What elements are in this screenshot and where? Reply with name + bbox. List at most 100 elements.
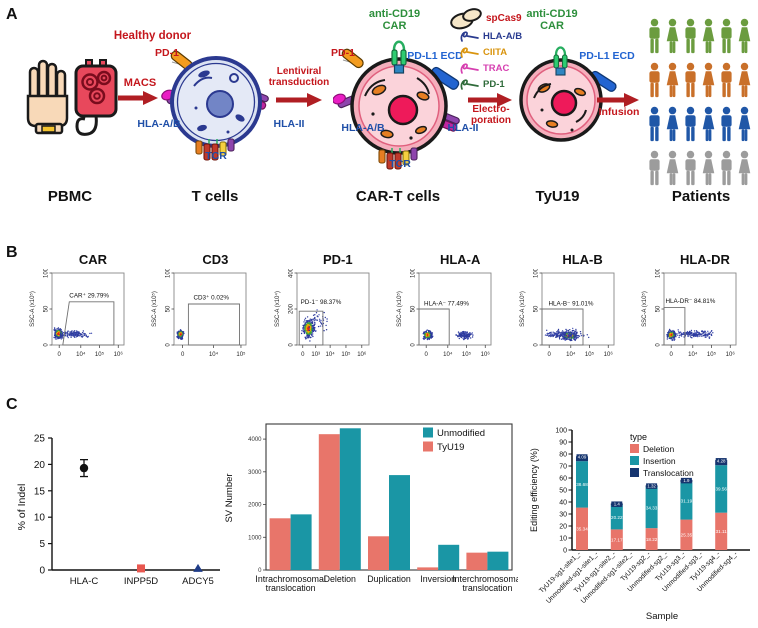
stack-segment xyxy=(576,461,588,508)
flow-plot-car: CAR SSC-A (x10⁵) 100 50 0 0 10⁴ 10⁵ 10⁶ CAR⁺ 29.7… xyxy=(26,252,140,366)
svg-text:10⁴: 10⁴ xyxy=(76,351,86,358)
sgrna-icon xyxy=(460,31,479,42)
svg-text:100: 100 xyxy=(533,269,539,278)
svg-text:18.22: 18.22 xyxy=(646,537,658,542)
svg-text:4000: 4000 xyxy=(248,437,262,443)
gate-annotation: PD-1⁻ 98.37% xyxy=(300,299,341,306)
car-t-car-label: CAR xyxy=(382,20,407,32)
person-icon xyxy=(649,18,660,54)
svg-text:INPP5D: INPP5D xyxy=(124,576,158,587)
stack-segment xyxy=(610,529,623,550)
data-point xyxy=(193,563,203,572)
svg-text:0: 0 xyxy=(669,352,673,358)
stack-segment xyxy=(610,505,623,530)
person-icon xyxy=(702,106,715,142)
svg-text:0: 0 xyxy=(166,343,172,347)
svg-text:Inversion: Inversion xyxy=(420,574,456,584)
svg-text:10⁶: 10⁶ xyxy=(726,351,736,358)
patients-row xyxy=(646,60,753,102)
svg-text:10⁴: 10⁴ xyxy=(566,351,576,358)
legend-swatch xyxy=(423,441,433,452)
svg-text:Deletion: Deletion xyxy=(643,444,674,454)
tcr-receptor-icon xyxy=(195,138,235,161)
car-t-hla-ii-label: HLA-II xyxy=(447,122,479,134)
svg-text:400: 400 xyxy=(288,269,294,278)
flow-plot-canvas: SSC-A (x10⁵) 100 50 0 0 10⁴ 10⁵ 10⁶ HLA-DR⁻ 84.8… xyxy=(641,267,737,358)
person-icon xyxy=(666,62,679,98)
stack-segment xyxy=(680,519,693,550)
svg-text:15: 15 xyxy=(34,486,46,497)
car-receptor-icon xyxy=(553,46,568,76)
scatter-dots xyxy=(544,327,589,342)
svg-text:100: 100 xyxy=(411,269,417,278)
svg-text:10⁵: 10⁵ xyxy=(707,351,717,358)
legend-swatch xyxy=(630,444,639,453)
svg-text:0: 0 xyxy=(563,548,567,555)
svg-text:SSC-A (x10⁵): SSC-A (x10⁵) xyxy=(29,291,36,327)
svg-text:10⁶: 10⁶ xyxy=(114,351,124,358)
svg-text:10⁶: 10⁶ xyxy=(603,351,613,358)
sv-bar xyxy=(318,434,340,570)
sv-bar xyxy=(417,567,439,570)
svg-text:10⁴: 10⁴ xyxy=(209,351,219,358)
svg-text:50: 50 xyxy=(559,488,567,495)
electroporation-label-2: poration xyxy=(471,115,511,126)
sgrna-icon xyxy=(460,63,479,74)
stack-segment xyxy=(576,507,588,550)
svg-text:4.28: 4.28 xyxy=(717,458,726,463)
flow-plots-row: CAR SSC-A (x10⁵) 100 50 0 0 10⁴ 10⁵ 10⁶ CAR⁺ 29.7… xyxy=(26,252,752,366)
tyu19-pdl1-ecd-label: PD-L1 ECD xyxy=(579,50,635,62)
person-icon xyxy=(702,62,715,98)
svg-text:1000: 1000 xyxy=(248,535,262,541)
sv-bar xyxy=(269,518,291,570)
spcas9-icon xyxy=(450,8,482,30)
svg-text:4.09: 4.09 xyxy=(578,454,587,459)
svg-text:39.56: 39.56 xyxy=(715,487,727,492)
macs-label: MACS xyxy=(123,77,157,89)
indel-chart: 0 5 10 15 20 25 HLA-C INPP5D ADCY5 % of Indel xyxy=(16,434,220,587)
stage-label-tyu19: TyU19 xyxy=(535,188,580,205)
tcr-receptor-icon xyxy=(378,147,418,170)
person-icon xyxy=(649,106,660,142)
svg-text:0: 0 xyxy=(39,566,45,577)
svg-text:50: 50 xyxy=(411,305,417,312)
svg-text:0: 0 xyxy=(411,343,417,347)
svg-text:100: 100 xyxy=(44,269,50,278)
person-icon xyxy=(738,18,751,54)
t-cell-hla-ii-label: HLA-II xyxy=(273,118,305,130)
svg-text:1.4: 1.4 xyxy=(614,502,621,507)
svg-text:100: 100 xyxy=(555,428,567,435)
stack-segment xyxy=(645,486,658,529)
svg-text:SV Number: SV Number xyxy=(224,473,235,522)
svg-text:50: 50 xyxy=(166,305,172,312)
editing-efficiency-chart: 010203040506070809010035.3438.684.09TyU1… xyxy=(529,428,750,622)
flow-plot-title: CD3 xyxy=(202,252,229,267)
person-icon xyxy=(685,62,696,98)
svg-text:type: type xyxy=(630,432,647,442)
flow-plot-canvas: SSC-A (x10⁵) 100 50 0 0 10⁴ 10⁵ 10⁶ HLA-A⁻ 77.49… xyxy=(396,267,492,358)
legend-swatch xyxy=(423,427,433,438)
sgrna-icon xyxy=(460,79,479,90)
svg-text:Sample: Sample xyxy=(646,611,678,622)
svg-text:10⁵: 10⁵ xyxy=(237,351,247,358)
data-point xyxy=(79,463,89,473)
svg-text:80: 80 xyxy=(559,452,567,459)
pd1-receptor-icon xyxy=(341,48,364,69)
pdl1-ecd-rod-icon xyxy=(430,66,460,90)
sv-number-chart: 0 1000 2000 3000 4000 Intrachromosomal translo… xyxy=(224,423,518,593)
person-icon xyxy=(649,62,660,98)
sgrna-label: CIITA xyxy=(483,46,508,58)
svg-text:0: 0 xyxy=(301,352,305,358)
svg-text:ADCY5: ADCY5 xyxy=(182,576,214,587)
gate-outline xyxy=(418,308,450,346)
person-icon xyxy=(738,106,751,142)
gate-outline xyxy=(298,310,324,346)
sv-bar xyxy=(438,544,460,570)
svg-text:10⁵: 10⁵ xyxy=(584,351,594,358)
legend-swatch xyxy=(630,456,639,465)
car-t-hla-ab-label: HLA-A/B xyxy=(341,122,385,134)
svg-text:0: 0 xyxy=(655,343,661,347)
sv-bar xyxy=(339,428,361,570)
person-icon xyxy=(685,18,696,54)
